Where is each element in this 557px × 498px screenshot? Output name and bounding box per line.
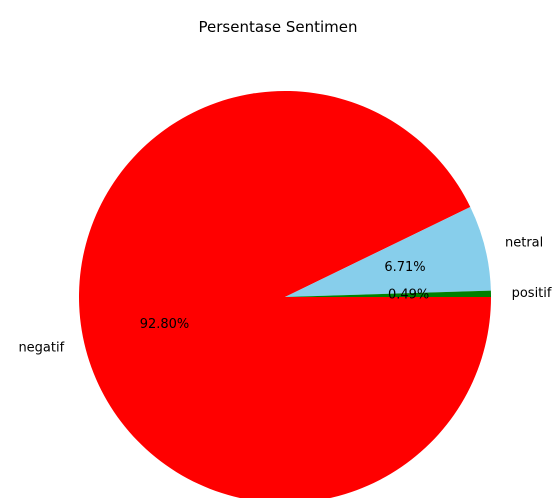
pie-slice-positif xyxy=(285,290,491,297)
pie-labels: negatif 92.80% netral 6.71% positif 0.49% xyxy=(18,235,551,355)
percent-label-negatif: 92.80% xyxy=(140,317,190,332)
category-label-positif: positif xyxy=(512,286,552,301)
chart-title: Persentase Sentimen xyxy=(199,18,358,36)
percent-label-netral: 6.71% xyxy=(384,260,425,275)
pie-slice-netral xyxy=(285,206,491,297)
category-label-negatif: negatif xyxy=(18,340,64,355)
pie-slices xyxy=(79,91,491,498)
category-label-netral: netral xyxy=(505,235,543,250)
pie-slice-negatif xyxy=(79,91,491,498)
percent-label-positif: 0.49% xyxy=(388,288,429,303)
